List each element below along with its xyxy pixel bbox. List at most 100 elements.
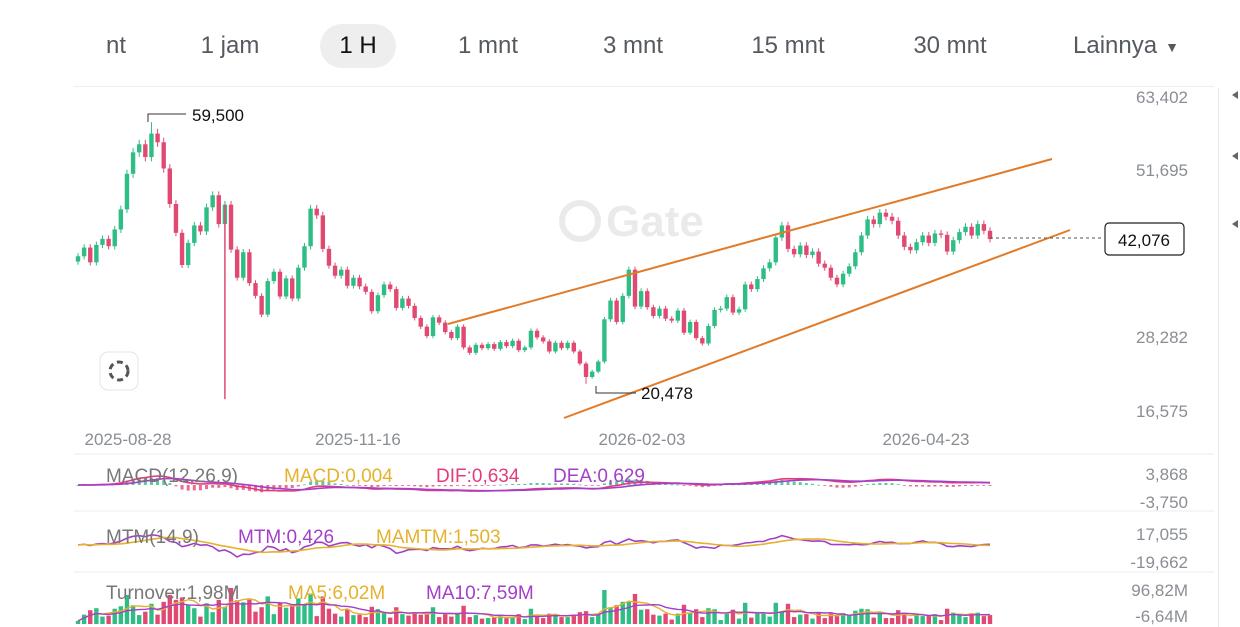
candle-body: [296, 267, 301, 299]
turnover-bar: [149, 603, 154, 624]
candle-body: [651, 307, 656, 316]
macd-histogram-bar: [553, 483, 557, 485]
price-chart[interactable]: Gate 63,402 51,695 28,282 16,575 2025-08…: [0, 88, 1240, 627]
candle-body: [865, 219, 870, 236]
macd-histogram-bar: [915, 485, 919, 487]
candle-body: [883, 212, 889, 217]
macd-histogram-bar: [443, 485, 447, 487]
scrollbar-rail[interactable]: [1218, 88, 1219, 627]
macd-histogram-bar: [823, 485, 827, 486]
candle-body: [81, 247, 87, 257]
turnover-bar: [326, 608, 332, 624]
candle-body: [498, 342, 503, 349]
caret-left-icon[interactable]: [1232, 152, 1238, 160]
candle-body: [773, 237, 778, 263]
tab-1-mnt[interactable]: 1 mnt: [457, 32, 519, 59]
candle-body: [602, 319, 607, 362]
candle-body: [553, 342, 558, 352]
macd-histogram-bar: [970, 485, 974, 486]
macd-histogram-bar: [413, 485, 417, 487]
candle-body: [620, 295, 625, 322]
turnover-bar: [271, 614, 277, 624]
turnover-bar: [185, 604, 191, 624]
tab-1-h[interactable]: 1 H: [320, 24, 396, 68]
candle-body: [124, 173, 130, 210]
candle-body: [185, 242, 191, 265]
macd-histogram-bar: [260, 485, 264, 493]
tab-partial[interactable]: nt: [105, 32, 126, 59]
candle-body: [326, 248, 332, 266]
macd-histogram-bar: [902, 485, 906, 486]
candle-body: [957, 232, 962, 241]
macd-histogram-bar: [437, 485, 441, 487]
turnover-bar: [963, 617, 968, 624]
macd-histogram-bar: [492, 485, 496, 486]
turnover-bar: [363, 617, 368, 624]
candle-body: [369, 291, 374, 312]
macd-histogram-bar: [560, 483, 564, 485]
upper-trendline: [447, 158, 1053, 325]
caret-left-icon[interactable]: [1232, 220, 1238, 228]
macd-histogram-bar: [957, 485, 961, 487]
caret-left-icon[interactable]: [1232, 91, 1238, 99]
macd-histogram-bar: [890, 483, 894, 485]
macd-histogram-bar: [578, 484, 582, 486]
turnover-bar: [920, 616, 925, 624]
timeframe-tabs: nt 1 jam 1 H 1 mnt 3 mnt 15 mnt 30 mnt L…: [0, 0, 1240, 88]
macd-histogram-bar: [376, 485, 380, 487]
turnover-bar: [755, 613, 760, 624]
candle-body: [755, 279, 760, 290]
candle-body: [589, 371, 595, 377]
macd-histogram-bar: [547, 483, 551, 485]
tab-15-mnt[interactable]: 15 mnt: [751, 32, 825, 59]
macd-histogram-bar: [474, 485, 478, 487]
tab-30-mnt[interactable]: 30 mnt: [913, 32, 987, 59]
turnover-bar: [608, 607, 613, 624]
macd-histogram-bar: [217, 485, 221, 488]
turnover-bar: [847, 615, 852, 624]
chevron-down-icon: ▼: [1165, 38, 1179, 55]
macd-histogram-bar: [370, 485, 374, 488]
tabs-divider: [74, 86, 1214, 87]
turnover-bar: [951, 612, 956, 624]
turnover-bar: [204, 603, 209, 624]
turnover-bar: [369, 606, 374, 624]
turnover-bar: [332, 613, 338, 624]
turnover-bar: [265, 596, 270, 624]
candle-body: [749, 284, 754, 290]
candle-body: [902, 235, 907, 247]
drawing-tools-icon[interactable]: [99, 351, 139, 391]
candle-body: [106, 238, 111, 247]
candle-body: [283, 278, 289, 297]
turnover-tick: -6,64M: [1135, 607, 1188, 626]
candle-body: [118, 209, 124, 230]
candle-body: [638, 291, 644, 307]
candle-body: [100, 238, 105, 245]
macd-histogram-bar: [168, 483, 172, 485]
turnover-bar: [130, 605, 136, 624]
macd-histogram-bar: [584, 485, 588, 486]
candle-body: [712, 309, 717, 327]
turnover-bar: [75, 621, 81, 624]
tab-1-jam[interactable]: 1 jam: [200, 32, 260, 59]
candle-body: [461, 326, 466, 348]
turnover-bar: [430, 607, 436, 624]
turnover-bar: [283, 607, 289, 624]
candle-body: [632, 269, 638, 307]
low-marker-line: [595, 386, 636, 394]
macd-histogram-bar: [296, 485, 300, 487]
price-tick: 51,695: [1136, 161, 1188, 180]
macd-histogram-bar: [664, 483, 668, 485]
tab-lainnya[interactable]: Lainnya ▼: [1062, 24, 1190, 68]
candle-body: [155, 133, 160, 143]
macd-histogram-bar: [700, 485, 704, 488]
macd-histogram-bar: [988, 485, 992, 486]
candle-body: [179, 232, 185, 265]
turnover-bar: [877, 612, 883, 624]
candle-body: [88, 247, 93, 263]
tab-3-mnt[interactable]: 3 mnt: [602, 32, 664, 59]
candle-body: [822, 263, 827, 268]
turnover-bar: [504, 618, 509, 624]
macd-histogram-bar: [333, 483, 337, 485]
candle-body: [645, 291, 650, 308]
